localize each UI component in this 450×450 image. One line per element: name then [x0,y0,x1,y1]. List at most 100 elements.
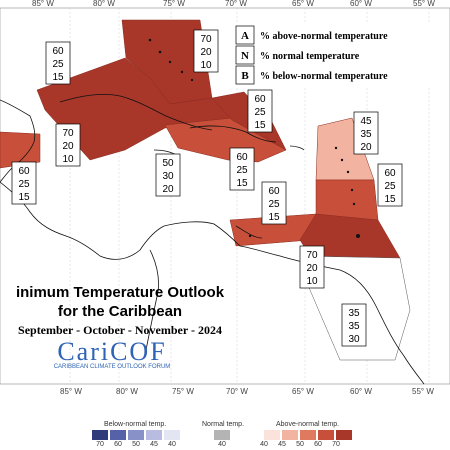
prob-normal: 20 [306,263,318,274]
map-title-line1: inimum Temperature Outlook [15,284,225,301]
prob-box-cuba-central: 70 20 10 [55,123,81,167]
prob-box-bahamas: 70 20 10 [193,29,219,73]
prob-box-haiti-jamaica: 60 25 15 [229,147,255,191]
colorbar [92,430,352,440]
prob-below: 15 [236,178,248,189]
legend-text-a: % above-normal temperature [260,31,388,42]
prob-below: 15 [52,72,64,83]
bottom-ticks: 85° W 80° W 75° W 70° W 65° W 60° W 55° … [60,387,434,396]
coast-cuba [59,94,213,131]
cbar-tick-above-45: 45 [278,441,286,448]
prob-box-belize: 60 25 15 [11,161,37,205]
legend-text-b: % below-normal temperature [260,71,388,82]
prob-above: 70 [306,250,318,261]
cbar-tick-above-60: 60 [314,441,322,448]
prob-above: 60 [52,46,64,57]
cbar-tick-below-70: 70 [96,441,104,448]
prob-below: 10 [200,60,212,71]
map-frame [0,7,450,385]
tick-bottom-7: 55° W [412,387,434,396]
tick-top-5: 65° W [292,0,314,8]
prob-above: 70 [62,128,74,139]
caricof-logo: CariCOF CARIBBEAN CLIMATE OUTLOOK FORUM [46,337,178,371]
prob-above: 50 [162,158,174,169]
prob-normal: 35 [360,129,372,140]
tick-bottom-1: 85° W [60,387,82,396]
prob-box-hispaniola: 60 25 15 [247,89,273,133]
cbar-above-60 [318,430,334,440]
tick-bottom-2: 80° W [116,387,138,396]
prob-above: 60 [18,166,30,177]
coast-south-america [163,221,341,271]
region-windward [315,179,379,221]
coast-colombia [145,249,159,351]
coast-central-america [0,181,165,260]
tick-bottom-5: 65° W [292,387,314,396]
prob-below: 15 [18,192,30,203]
prob-box-windward: 60 25 15 [377,163,403,207]
caricof-wordmark: CariCOF [57,337,167,366]
tick-top-4: 70° W [225,0,247,8]
cbar-above-70 [336,430,352,440]
cbar-tick-below-50: 50 [132,441,140,448]
prob-above: 60 [384,168,396,179]
forecast-regions [0,19,411,361]
tick-bottom-4: 70° W [226,387,248,396]
prob-normal: 35 [348,321,360,332]
tick-top-3: 75° W [163,0,185,8]
map-period: September - October - November - 2024 [18,323,222,337]
cbar-tick-below-60: 60 [114,441,122,448]
prob-above: 60 [236,152,248,163]
prob-above: 45 [360,116,372,127]
prob-above: 60 [268,186,280,197]
cbar-tick-below-40: 40 [168,441,176,448]
cbar-tick-above-70: 70 [332,441,340,448]
legend-letter-b: B [241,70,249,82]
probability-boxes: 70 20 10 60 25 15 70 20 10 60 25 15 50 3… [11,29,403,347]
legend-key-row-n: N % normal temperature [235,45,360,65]
caricof-subtitle: CARIBBEAN CLIMATE OUTLOOK FORUM [53,364,171,370]
prob-normal: 25 [268,199,280,210]
cbar-below-40 [164,430,180,440]
tick-top-6: 60° W [350,0,372,8]
legend-key: A % above-normal temperature N % normal … [234,24,446,86]
tick-bottom-3: 75° W [172,387,194,396]
prob-above: 60 [254,94,266,105]
coast-puerto-rico [289,145,305,151]
prob-below: 20 [360,142,372,153]
cbar-below-50 [128,430,144,440]
islands [148,38,360,238]
region-belize [0,131,41,169]
prob-below: 15 [254,120,266,131]
prob-normal: 20 [62,141,74,152]
top-ticks: 85° W 80° W 75° W 70° W 65° W 60° W 55° … [32,0,435,8]
cbar-above-40 [264,430,280,440]
prob-box-cayman: 50 30 20 [155,153,181,197]
cbar-above-50 [300,430,316,440]
cbar-below-label: Below-normal temp. [104,421,167,428]
prob-normal: 25 [18,179,30,190]
cbar-below-60 [110,430,126,440]
prob-normal: 20 [200,47,212,58]
prob-box-trinidad: 70 20 10 [299,245,325,289]
prob-below: 15 [268,212,280,223]
prob-normal: 25 [236,165,248,176]
prob-normal: 25 [52,59,64,70]
prob-below: 30 [348,334,360,345]
cbar-below-70 [92,430,108,440]
cbar-normal-label: Normal temp. [202,421,245,428]
cbar-tick-below-45: 45 [150,441,158,448]
prob-above: 70 [200,34,212,45]
prob-box-leeward: 45 35 20 [353,111,379,155]
cbar-above-45 [282,430,298,440]
map-title-line2: for the Caribbean [57,303,183,320]
cbar-tick-normal-40: 40 [218,441,226,448]
legend-key-row-b: B % below-normal temperature [235,65,388,85]
prob-box-cuba-west: 60 25 15 [45,41,71,85]
cbar-normal [214,430,230,440]
prob-below: 15 [384,194,396,205]
coast-lesser-antilles [235,225,263,239]
tick-top-7: 55° W [413,0,435,8]
coast-hispaniola [189,125,277,143]
